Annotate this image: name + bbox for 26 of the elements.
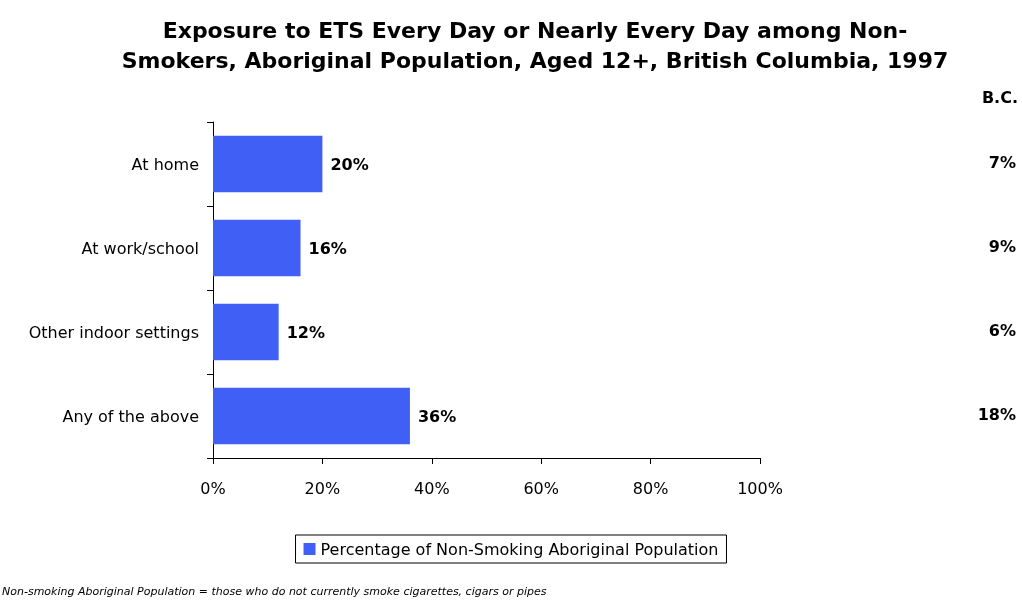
data-label: 16%: [308, 238, 347, 258]
x-tick-label: 40%: [414, 478, 450, 498]
chart-title: Exposure to ETS Every Day or Nearly Every Day among Non- Smokers, Aboriginal Population, Aged 12+, British Columbia, 1997: [121, 17, 949, 73]
y-tick-label: Any of the above: [62, 406, 199, 426]
data-label: 20%: [330, 154, 369, 174]
legend-label: Percentage of Non-Smoking Aboriginal Population: [320, 539, 719, 559]
y-tick-label: Other indoor settings: [28, 322, 199, 342]
bar: [213, 135, 323, 193]
text: Non-smoking Aboriginal Population = those who do not currently smoke cigarettes, cigars or pipes: [2, 585, 547, 598]
x-tick-label: 100%: [737, 478, 783, 498]
x-tick-label: 80%: [632, 478, 669, 498]
bar: [213, 219, 301, 277]
text: 7%: [988, 152, 1017, 172]
bar: [213, 303, 279, 361]
data-label: 36%: [417, 406, 457, 426]
x-tick-label: 0%: [200, 478, 226, 498]
bar: [213, 387, 410, 445]
text: 9%: [988, 236, 1017, 256]
text: 6%: [988, 320, 1017, 340]
text: 18%: [977, 404, 1016, 424]
text: B.C.: [981, 87, 1018, 107]
y-tick-label: At home: [131, 154, 199, 174]
x-tick-label: 60%: [523, 478, 559, 498]
data-label: 12%: [286, 322, 325, 342]
y-tick-label: At work/school: [81, 238, 199, 258]
x-tick-label: 20%: [304, 478, 341, 498]
